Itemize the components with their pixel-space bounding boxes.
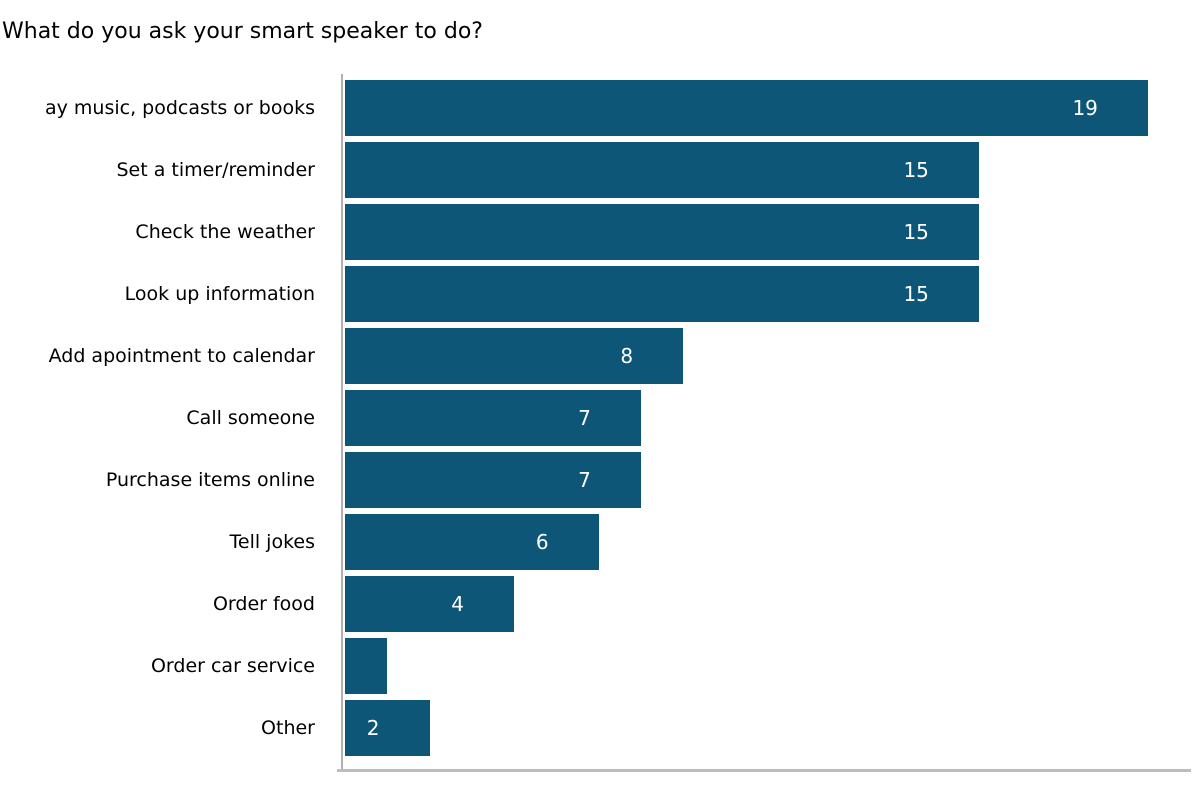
- bar: 19: [345, 80, 1148, 136]
- bar-row: Order food 4: [0, 573, 1200, 635]
- bar: 15: [345, 204, 979, 260]
- bar-zone: [345, 638, 1200, 694]
- bar-zone: 15: [345, 142, 1200, 198]
- value-label: 15: [903, 158, 929, 182]
- bar-row: Call someone 7: [0, 387, 1200, 449]
- bar-zone: 6: [345, 514, 1200, 570]
- bar-row: Add apointment to calendar 8: [0, 325, 1200, 387]
- chart-title: What do you ask your smart speaker to do…: [2, 19, 483, 44]
- category-label: Look up information: [124, 283, 315, 305]
- category-label: ay music, podcasts or books: [45, 97, 315, 119]
- bar: 7: [345, 390, 641, 446]
- bar-zone: 2: [345, 700, 1200, 756]
- x-axis-line: [337, 769, 1191, 772]
- value-label: 15: [903, 282, 929, 306]
- category-label: Add apointment to calendar: [48, 345, 315, 367]
- bar-row: Purchase items online 7: [0, 449, 1200, 511]
- bar-zone: 19: [345, 80, 1200, 136]
- bar-chart: ay music, podcasts or books 19 Set a timer…: [0, 77, 1200, 759]
- bar-row: Tell jokes 6: [0, 511, 1200, 573]
- category-label: Check the weather: [135, 221, 315, 243]
- value-label: 7: [578, 468, 591, 492]
- bar-zone: 8: [345, 328, 1200, 384]
- bar-row: ay music, podcasts or books 19: [0, 77, 1200, 139]
- value-label: 15: [903, 220, 929, 244]
- bar: [345, 638, 388, 694]
- bar: 15: [345, 142, 979, 198]
- value-label: 8: [620, 344, 634, 368]
- value-label: 6: [535, 530, 549, 554]
- category-label: Purchase items online: [105, 469, 315, 491]
- bar: 2: [345, 700, 430, 756]
- bar-row: Check the weather 15: [0, 201, 1200, 263]
- value-label: 19: [1072, 96, 1098, 120]
- y-axis-line: [341, 74, 343, 771]
- bar-row: Set a timer/reminder 15: [0, 139, 1200, 201]
- bar-zone: 7: [345, 452, 1200, 508]
- category-label: Tell jokes: [229, 531, 315, 553]
- bar: 8: [345, 328, 684, 384]
- value-label: 4: [451, 592, 464, 616]
- bar: 4: [345, 576, 514, 632]
- bar-row: Order car service: [0, 635, 1200, 697]
- bar-zone: 4: [345, 576, 1200, 632]
- bar-zone: 7: [345, 390, 1200, 446]
- category-label: Set a timer/reminder: [116, 159, 315, 181]
- category-label: Other: [261, 717, 315, 739]
- value-label: 7: [578, 406, 591, 430]
- bar-row: Look up information 15: [0, 263, 1200, 325]
- bar: 15: [345, 266, 979, 322]
- category-label: Order food: [212, 593, 315, 615]
- category-label: Order car service: [150, 655, 315, 677]
- category-label: Call someone: [186, 407, 315, 429]
- bar: 6: [345, 514, 599, 570]
- bar-row: Other 2: [0, 697, 1200, 759]
- bar-zone: 15: [345, 204, 1200, 260]
- bar: 7: [345, 452, 641, 508]
- value-label: 2: [366, 716, 380, 740]
- bar-zone: 15: [345, 266, 1200, 322]
